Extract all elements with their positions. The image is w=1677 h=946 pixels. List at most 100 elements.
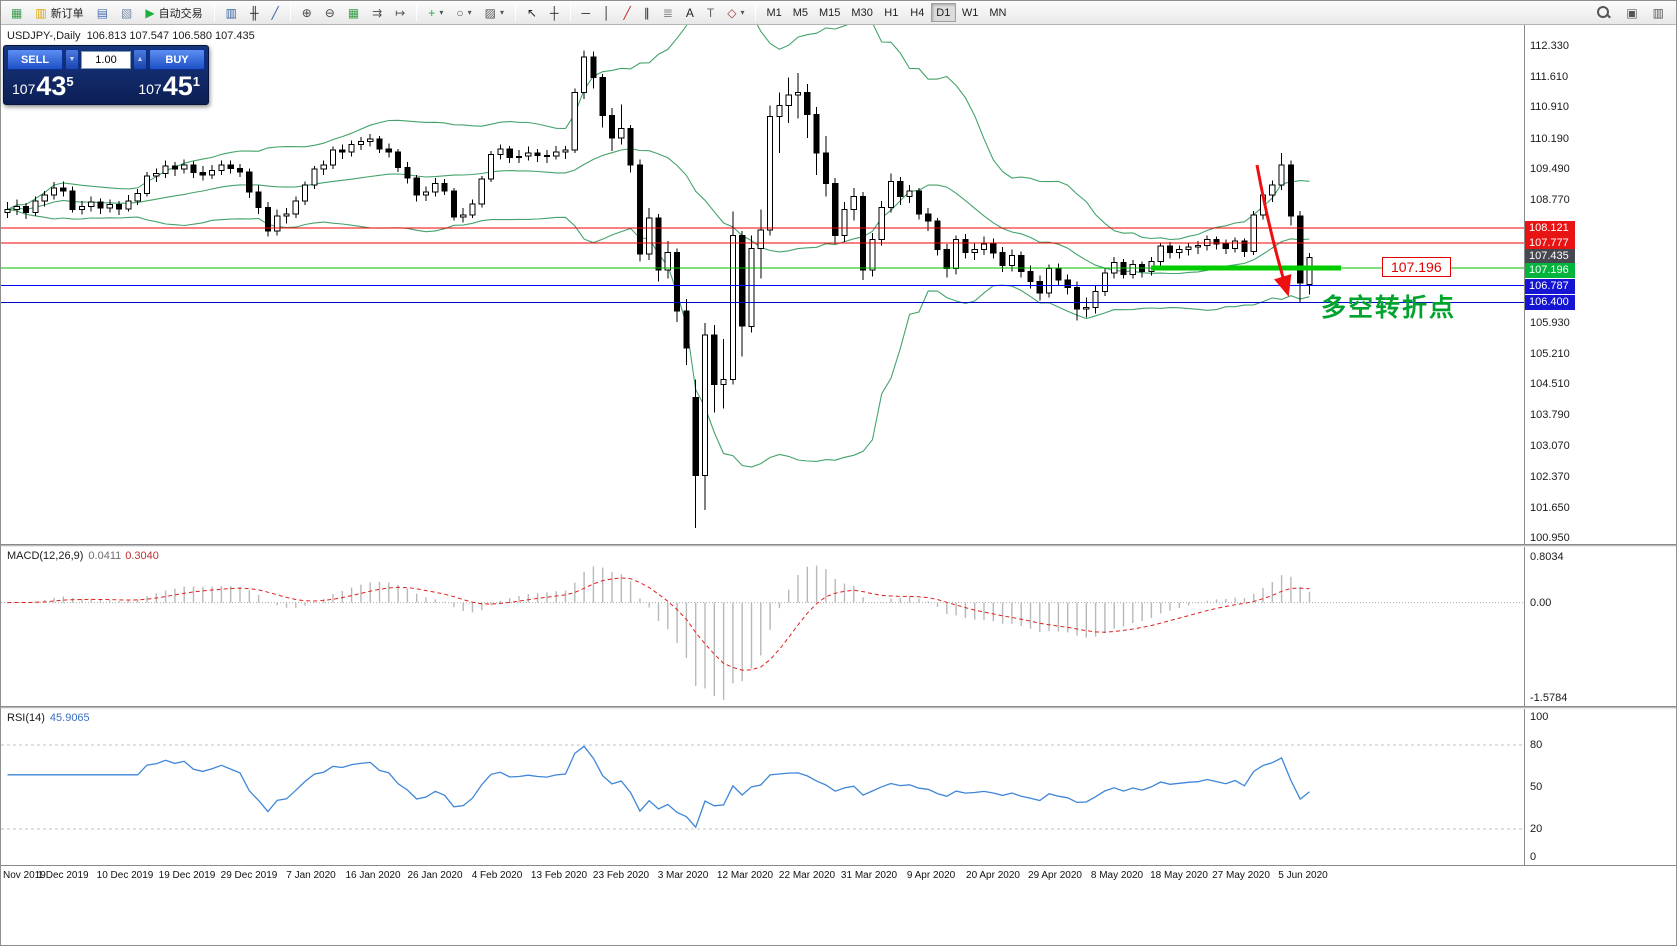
rsi-pane[interactable] [1, 709, 1524, 865]
zoom-out-icon: ⊖ [324, 5, 335, 20]
tf-mn-button[interactable]: MN [984, 3, 1011, 22]
candlestick-mode-icon[interactable]: ╫ [244, 3, 265, 23]
vertical-line-icon[interactable]: │ [597, 3, 617, 23]
sell-price: 107 43 5 [12, 71, 74, 101]
market-watch-icon: ▤ [96, 5, 109, 20]
date-label: 5 Jun 2020 [1278, 870, 1328, 881]
line-chart-mode-icon[interactable]: ╱ [265, 3, 284, 23]
pane-separator[interactable] [1, 706, 1676, 709]
toolbar-right-group: ▣ ▥ [1590, 3, 1674, 23]
price-scale-label: 110.910 [1530, 101, 1569, 114]
rsi-scale-label: 50 [1530, 781, 1543, 793]
lot-up-button[interactable]: ▲ [133, 49, 147, 70]
sell-button[interactable]: SELL [7, 49, 63, 70]
price-tag-107.196: 107.196 [1525, 263, 1575, 279]
price-chart-pane[interactable] [1, 25, 1524, 544]
buy-button[interactable]: BUY [149, 49, 205, 70]
date-label: 23 Feb 2020 [592, 870, 650, 881]
date-label: 29 Dec 2019 [220, 870, 278, 881]
data-window-icon[interactable]: ▧ [115, 3, 138, 23]
cursor-icon[interactable]: ↖ [521, 3, 543, 23]
tf-w1-button[interactable]: W1 [957, 3, 984, 22]
toolbar-separator [569, 4, 571, 21]
periods-button[interactable]: ○ ▾ [450, 3, 477, 23]
chart-shift-icon[interactable]: ↦ [389, 3, 411, 23]
price-scale-label: 109.490 [1530, 162, 1570, 175]
pane-separator[interactable] [1, 544, 1676, 547]
vertical-line-icon: │ [603, 5, 611, 20]
toolbar-separator [755, 4, 757, 21]
label-icon[interactable]: T [701, 3, 720, 23]
crosshair-icon: ┼ [550, 5, 559, 20]
search-icon[interactable] [1590, 3, 1617, 23]
tf-m15-button-label: M15 [819, 6, 841, 19]
fibonacci-icon: ≣ [662, 5, 673, 20]
lot-size-input[interactable] [81, 50, 131, 69]
support-price-annotation-label[interactable]: 107.196 [1382, 257, 1451, 278]
tf-d1-button[interactable]: D1 [930, 3, 956, 22]
grid-icon[interactable]: ▦ [342, 3, 365, 23]
autotrading-play-icon: ▶ [145, 5, 155, 20]
text-icon[interactable]: A [680, 3, 700, 23]
turning-point-caption[interactable]: 多空转折点 [1321, 294, 1457, 322]
date-label: Nov 2019 [3, 870, 46, 881]
tf-m30-button[interactable]: M30 [846, 3, 877, 22]
search-icon [1596, 5, 1611, 20]
tf-m1-button[interactable]: M1 [761, 3, 786, 22]
zoom-in-icon: ⊕ [301, 5, 312, 20]
lot-down-button[interactable]: ▼ [65, 49, 79, 70]
dropdown-caret-icon: ▾ [467, 8, 472, 17]
price-scale-label: 112.330 [1530, 39, 1569, 52]
label-icon: T [706, 5, 715, 20]
new-chart-icon[interactable]: ▣ [1620, 3, 1643, 23]
zoom-in-icon[interactable]: ⊕ [296, 3, 318, 23]
autotrading-button[interactable]: ▶ 自动交易 [139, 3, 208, 23]
arrows-button[interactable]: ◇ ▾ [721, 3, 750, 23]
zoom-out-icon[interactable]: ⊖ [319, 3, 341, 23]
auto-scroll-icon[interactable]: ⇉ [366, 3, 388, 23]
date-label: 19 Dec 2019 [158, 870, 216, 881]
crosshair-icon[interactable]: ┼ [544, 3, 565, 23]
tf-h4-button[interactable]: H4 [905, 3, 930, 22]
templates-button[interactable]: ▨ ▾ [479, 3, 510, 23]
tf-h1-button[interactable]: H1 [879, 3, 904, 22]
toolbar-separator [416, 4, 418, 21]
dropdown-caret-icon: ▾ [439, 8, 444, 17]
time-axis-border [1, 865, 1676, 866]
window-layout-icon[interactable]: ▥ [1647, 3, 1670, 23]
chart-symbol-period: USDJPY-,Daily [7, 30, 81, 42]
rsi-header: RSI(14) 45.9065 [7, 712, 90, 724]
date-label: 26 Jan 2020 [407, 870, 463, 881]
chart-window-icon[interactable]: ▦ [5, 3, 28, 23]
date-label: 9 Apr 2020 [906, 870, 956, 881]
new-order-button[interactable]: ▥ 新订单 [29, 3, 89, 23]
price-tag-107.435: 107.435 [1525, 248, 1575, 264]
chart-shift-icon: ↦ [395, 5, 406, 20]
date-label: 20 Apr 2020 [966, 870, 1020, 881]
horizontal-line-icon[interactable]: ─ [576, 3, 597, 23]
trendline-icon[interactable]: ╱ [618, 3, 637, 23]
price-scale-label: 103.790 [1530, 409, 1570, 422]
indicators-button[interactable]: + ▾ [422, 3, 449, 23]
tf-m5-button[interactable]: M5 [788, 3, 813, 22]
horizontal-line-icon: ─ [581, 5, 591, 20]
periods-clock-icon: ○ [456, 5, 464, 20]
auto-scroll-icon: ⇉ [372, 5, 383, 20]
indicators-plus-icon: + [428, 5, 436, 20]
macd-pane[interactable] [1, 547, 1524, 706]
bar-chart-mode-icon[interactable]: ▥ [220, 3, 243, 23]
date-label: 4 Feb 2020 [471, 870, 523, 881]
toolbar: ▦ ▥ 新订单 ▤ ▧ ▶ 自动交易 ▥ ╫ ╱ ⊕ ⊖ ▦ ⇉ ↦ + ▾ ○ ▾ ▨ ▾ ↖ ┼ ─ │ ╱ ∥ ≣ A T ◇ ▾ M1 M… [1, 1, 1676, 25]
market-watch-icon[interactable]: ▤ [91, 3, 114, 23]
new-chart-icon: ▣ [1626, 5, 1638, 20]
macd-header: MACD(12,26,9) 0.0411 0.3040 [7, 550, 159, 562]
price-scale-label: 102.370 [1530, 470, 1570, 483]
fibonacci-icon[interactable]: ≣ [657, 3, 679, 23]
rsi-scale-label: 0 [1530, 851, 1537, 863]
new-order-button-label: 新订单 [50, 7, 84, 20]
channel-icon[interactable]: ∥ [638, 3, 656, 23]
rsi-scale-label: 20 [1530, 823, 1543, 835]
buy-price: 107 45 1 [138, 71, 200, 101]
tf-m15-button[interactable]: M15 [814, 3, 845, 22]
